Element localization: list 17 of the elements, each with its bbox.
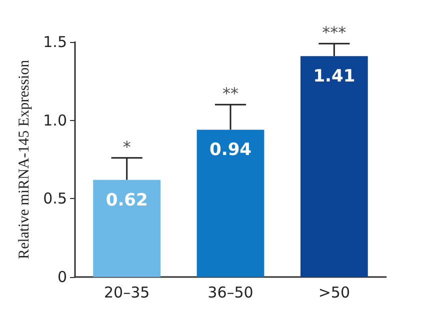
x-tick-label: 20–35 [104,284,150,302]
data-label: 0.62 [106,190,148,210]
text: *** [322,23,346,42]
y-axis-title: Relative miRNA-145 Expression [16,59,33,260]
y-tick-label: 0 [57,268,67,286]
y-tick-label: 1.0 [43,111,67,130]
bar [196,130,264,277]
y-tick-label: 1.5 [43,33,67,51]
x-tick-label: >50 [318,284,350,302]
annotation: * [122,137,131,156]
bar [93,180,161,277]
y-tick-label: 0.5 [43,190,67,208]
x-tick-label: 36–50 [208,284,254,302]
data-label: 0.94 [210,140,252,160]
annotation: ** [222,84,238,104]
data-label: 1.41 [313,66,356,87]
bar [300,56,368,277]
